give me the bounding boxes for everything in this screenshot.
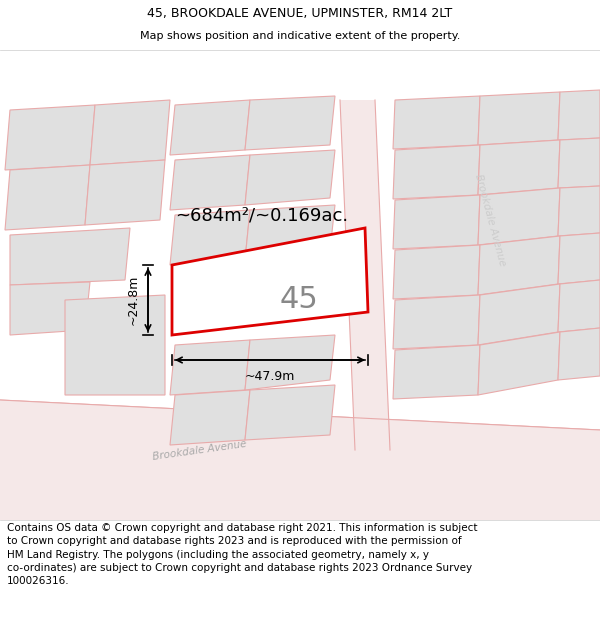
Polygon shape <box>0 435 600 520</box>
Text: ~684m²/~0.169ac.: ~684m²/~0.169ac. <box>175 206 348 224</box>
Polygon shape <box>478 236 560 295</box>
Text: ~24.8m: ~24.8m <box>127 275 140 325</box>
Text: Contains OS data © Crown copyright and database right 2021. This information is : Contains OS data © Crown copyright and d… <box>7 523 478 586</box>
Polygon shape <box>170 100 250 155</box>
Polygon shape <box>90 100 170 165</box>
Polygon shape <box>478 284 560 345</box>
Text: Map shows position and indicative extent of the property.: Map shows position and indicative extent… <box>140 31 460 41</box>
Polygon shape <box>170 155 250 210</box>
Polygon shape <box>245 96 335 150</box>
Polygon shape <box>393 195 480 249</box>
Polygon shape <box>65 295 165 395</box>
Polygon shape <box>558 138 600 188</box>
Text: Brookdale Avenue: Brookdale Avenue <box>152 439 248 461</box>
Polygon shape <box>245 385 335 440</box>
Polygon shape <box>0 400 600 470</box>
Polygon shape <box>170 340 250 395</box>
Polygon shape <box>558 90 600 140</box>
Text: 45, BROOKDALE AVENUE, UPMINSTER, RM14 2LT: 45, BROOKDALE AVENUE, UPMINSTER, RM14 2L… <box>148 8 452 21</box>
Polygon shape <box>393 145 480 199</box>
Polygon shape <box>393 245 480 299</box>
Text: ~47.9m: ~47.9m <box>245 370 295 383</box>
Polygon shape <box>85 160 165 225</box>
Polygon shape <box>170 210 250 265</box>
Polygon shape <box>245 205 335 260</box>
Polygon shape <box>558 233 600 284</box>
Polygon shape <box>393 295 480 349</box>
Polygon shape <box>0 400 600 520</box>
Polygon shape <box>10 282 90 335</box>
Polygon shape <box>558 280 600 332</box>
Polygon shape <box>558 186 600 236</box>
Polygon shape <box>393 345 480 399</box>
Polygon shape <box>478 332 560 395</box>
Polygon shape <box>245 150 335 205</box>
Text: 45: 45 <box>279 286 318 314</box>
Polygon shape <box>170 390 250 445</box>
Polygon shape <box>478 92 560 145</box>
Polygon shape <box>478 140 560 195</box>
Text: Brookdale Avenue: Brookdale Avenue <box>473 173 507 267</box>
Polygon shape <box>0 50 600 520</box>
Polygon shape <box>478 188 560 245</box>
Polygon shape <box>393 96 480 149</box>
Polygon shape <box>245 335 335 390</box>
Polygon shape <box>5 105 95 170</box>
Polygon shape <box>340 100 390 450</box>
Polygon shape <box>5 165 90 230</box>
Polygon shape <box>172 228 368 335</box>
Polygon shape <box>558 328 600 380</box>
Polygon shape <box>10 228 130 285</box>
